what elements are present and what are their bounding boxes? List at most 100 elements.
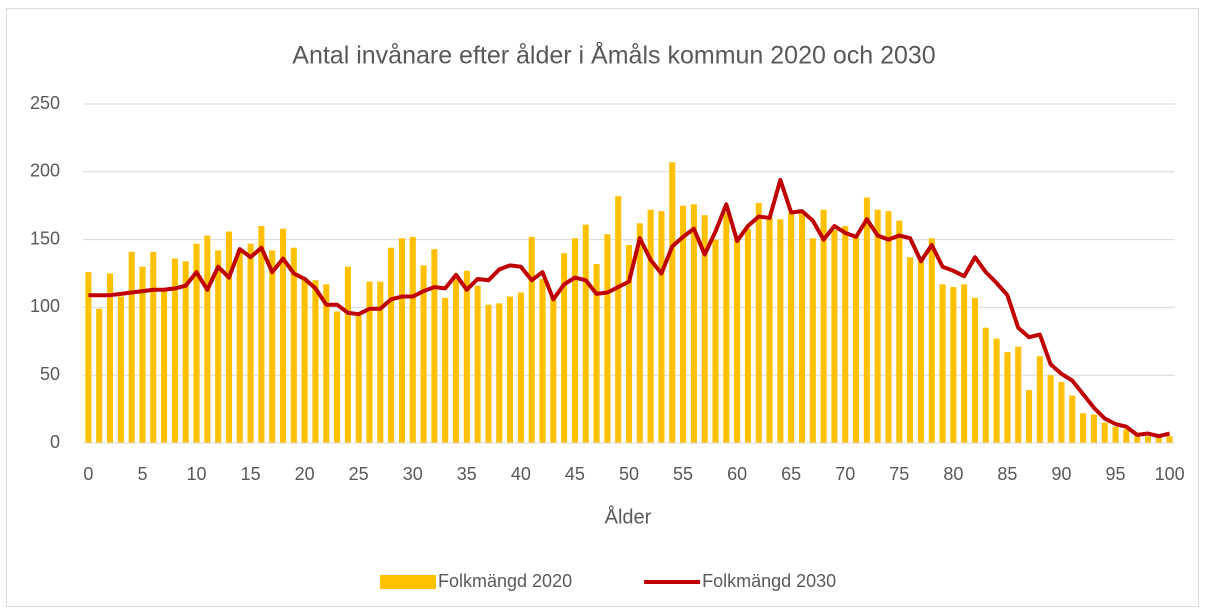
bar	[1015, 346, 1022, 443]
bar	[225, 231, 232, 443]
bar	[388, 247, 395, 443]
bar	[939, 284, 946, 443]
bar	[215, 250, 222, 443]
y-tick-label: 100	[30, 296, 60, 316]
bar	[117, 296, 124, 443]
bar	[279, 228, 287, 443]
bar	[1047, 375, 1054, 443]
bar	[1155, 437, 1162, 443]
bar	[961, 284, 968, 443]
bar	[344, 266, 351, 443]
bar	[734, 236, 741, 443]
bar	[1004, 352, 1011, 443]
bar	[182, 261, 189, 443]
bar	[96, 308, 103, 443]
bar	[1036, 356, 1043, 443]
bar	[971, 297, 979, 443]
bar	[669, 162, 676, 444]
bar	[582, 224, 589, 443]
bar	[1080, 413, 1087, 443]
bar	[528, 236, 535, 443]
bar	[171, 258, 178, 443]
bar	[571, 238, 578, 443]
bar	[798, 212, 806, 443]
bar	[420, 265, 427, 443]
bar	[777, 219, 784, 443]
bar	[431, 249, 438, 443]
bar	[442, 297, 449, 443]
x-tick-label: 60	[727, 464, 747, 484]
bar	[928, 238, 935, 443]
bar	[1058, 381, 1065, 443]
y-tick-label: 250	[30, 93, 60, 113]
bar	[896, 220, 903, 443]
bar	[723, 212, 730, 443]
bar	[474, 285, 481, 443]
bar	[842, 226, 849, 443]
bar	[1123, 429, 1130, 443]
legend-swatch	[380, 575, 436, 589]
bar	[680, 205, 687, 443]
bar	[647, 209, 654, 443]
bar	[139, 266, 146, 443]
x-tick-label: 85	[997, 464, 1017, 484]
bar	[377, 281, 384, 443]
bar	[312, 280, 319, 443]
bar	[788, 212, 795, 443]
x-tick-label: 65	[781, 464, 801, 484]
bar	[334, 311, 341, 443]
bar	[1112, 426, 1119, 443]
bar	[874, 209, 881, 443]
x-tick-label: 5	[137, 464, 147, 484]
bar	[496, 303, 503, 443]
bar	[766, 216, 773, 443]
bar	[258, 226, 265, 443]
x-tick-label: 100	[1155, 464, 1185, 484]
bar	[398, 238, 405, 443]
x-tick-label: 70	[835, 464, 855, 484]
bar	[128, 251, 135, 443]
y-tick-label: 150	[30, 228, 60, 248]
bar	[993, 338, 1000, 443]
x-tick-label: 40	[511, 464, 531, 484]
bar	[507, 296, 514, 443]
x-tick-label: 45	[565, 464, 585, 484]
y-tick-label: 50	[40, 364, 60, 384]
legend-label: Folkmängd 2030	[702, 571, 836, 591]
legend-label: Folkmängd 2020	[438, 571, 572, 591]
y-tick-label: 200	[30, 161, 60, 181]
y-tick-label: 0	[50, 432, 60, 452]
bar	[831, 230, 838, 443]
x-tick-label: 50	[619, 464, 639, 484]
bar	[853, 236, 860, 443]
bar	[1090, 414, 1097, 443]
bar	[366, 281, 373, 443]
bar	[1069, 395, 1076, 443]
bar	[658, 211, 665, 443]
x-tick-label: 55	[673, 464, 693, 484]
bar	[982, 327, 989, 443]
x-tick-label: 90	[1051, 464, 1071, 484]
line	[88, 177, 1171, 439]
x-tick-label: 80	[943, 464, 963, 484]
bar	[561, 253, 568, 443]
x-tick-label: 15	[241, 464, 261, 484]
bar	[625, 245, 633, 443]
bar	[604, 234, 611, 443]
bar	[809, 238, 816, 443]
x-tick-label: 10	[187, 464, 207, 484]
bar	[755, 202, 762, 443]
x-tick-label: 35	[457, 464, 477, 484]
bar	[236, 249, 243, 443]
bar	[885, 211, 892, 443]
bar	[593, 264, 600, 443]
bar	[355, 315, 362, 443]
bar	[107, 273, 114, 443]
bar	[290, 247, 297, 443]
bar	[1101, 422, 1108, 443]
bar	[517, 292, 524, 443]
x-axis-title: Ålder	[605, 505, 652, 528]
bar	[452, 277, 460, 443]
bar	[485, 304, 492, 443]
